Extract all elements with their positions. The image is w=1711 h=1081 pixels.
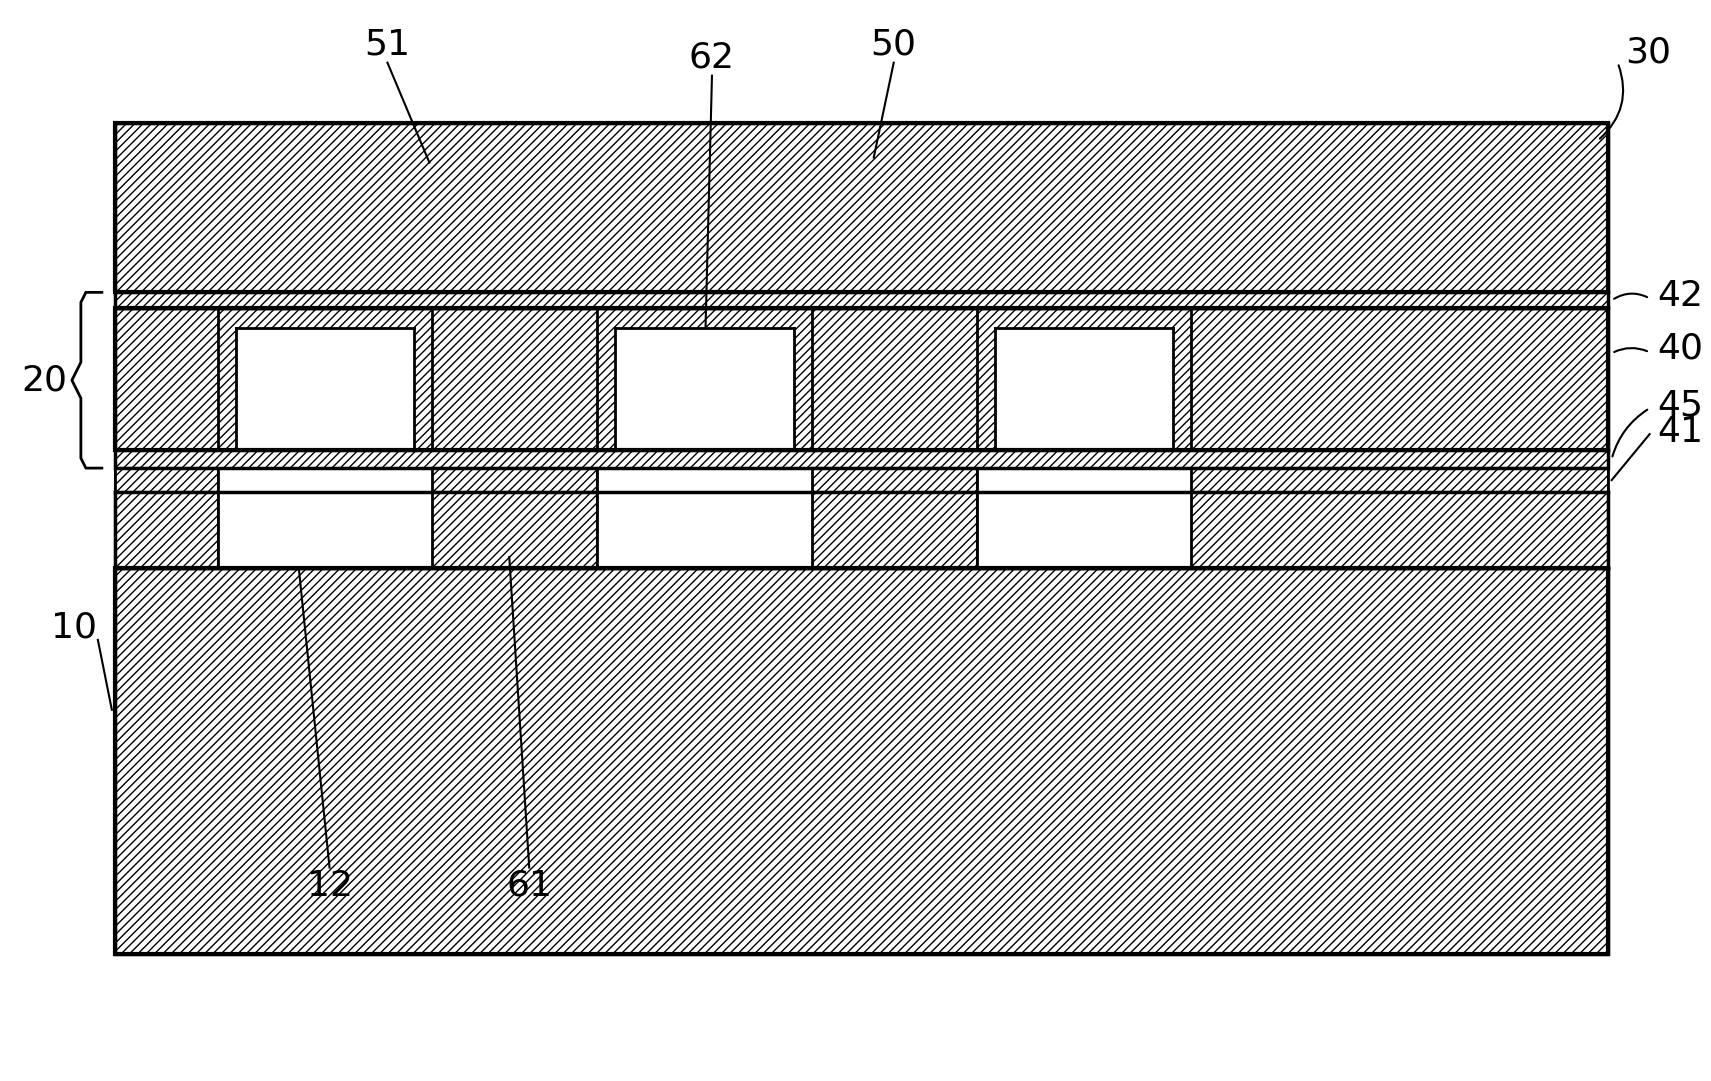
Text: 61: 61 <box>506 868 553 903</box>
Bar <box>115 450 1608 468</box>
Bar <box>1191 492 1608 568</box>
Bar <box>115 492 217 568</box>
Text: 40: 40 <box>1658 331 1704 365</box>
Text: 45: 45 <box>1658 388 1704 423</box>
Bar <box>115 122 1608 292</box>
Text: 12: 12 <box>306 868 352 903</box>
Text: 30: 30 <box>1625 36 1672 69</box>
Text: 10: 10 <box>51 611 98 645</box>
Bar <box>236 329 414 450</box>
Bar <box>115 568 1608 955</box>
Bar <box>977 468 1191 492</box>
Text: 42: 42 <box>1658 279 1704 313</box>
Bar <box>433 468 597 492</box>
Bar <box>115 292 1608 308</box>
Bar <box>433 492 597 568</box>
Bar <box>1191 468 1608 492</box>
Bar <box>115 292 1608 308</box>
Bar <box>115 568 1608 955</box>
Bar <box>616 329 794 450</box>
Bar <box>811 492 977 568</box>
Bar <box>115 450 1608 468</box>
Text: 41: 41 <box>1658 415 1704 450</box>
Text: 50: 50 <box>871 28 917 62</box>
Bar <box>217 492 433 568</box>
Text: 62: 62 <box>690 41 736 75</box>
Bar <box>115 122 1608 292</box>
Bar <box>977 492 1191 568</box>
Text: 51: 51 <box>364 28 411 62</box>
Bar <box>115 468 217 492</box>
Bar <box>597 492 811 568</box>
Text: 20: 20 <box>21 363 67 397</box>
Bar <box>115 308 1608 450</box>
Bar <box>115 308 1608 450</box>
Bar <box>811 468 977 492</box>
Bar <box>597 468 811 492</box>
Bar <box>217 468 433 492</box>
Bar <box>994 329 1174 450</box>
